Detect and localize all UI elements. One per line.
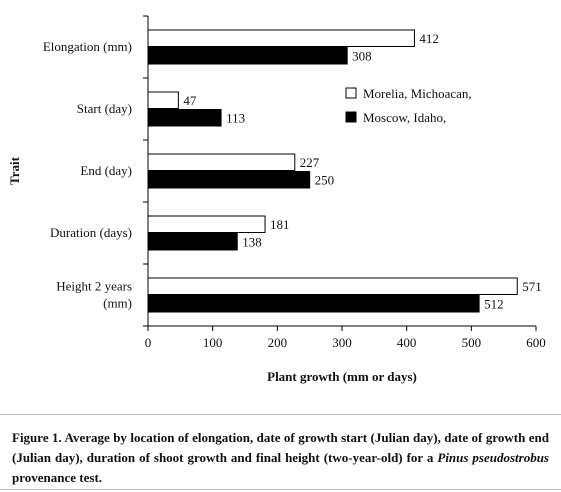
y-tick-label-line: Duration (days) — [50, 225, 132, 240]
bar-value-label: 250 — [315, 172, 335, 187]
bar-value-label: 47 — [183, 93, 197, 108]
x-tick-label: 0 — [145, 335, 152, 350]
bar-moscow — [147, 109, 222, 127]
bar-morelia — [147, 277, 518, 295]
x-tick-label: 400 — [397, 335, 417, 350]
x-tick-label: 600 — [526, 335, 546, 350]
caption-species: Pinus pseudostrobus — [437, 450, 549, 465]
y-tick-label: Elongation (mm) — [43, 39, 132, 54]
bar-value-label: 412 — [419, 31, 439, 46]
chart: 0 100 200 300 400 500 600 Elongation (mm) Start … — [7, 15, 546, 384]
y-tick-label-line: Height 2 years — [56, 279, 132, 294]
bar-moscow — [147, 295, 480, 313]
bar-value-label: 308 — [352, 48, 372, 63]
caption-bottom-rule — [0, 489, 561, 490]
bar-value-label: 181 — [270, 217, 290, 232]
bar-morelia — [147, 91, 179, 109]
bar-value-label: 512 — [484, 296, 504, 311]
bar-moscow — [147, 171, 311, 189]
y-tick-label-line: Elongation (mm) — [43, 39, 132, 54]
bar-moscow — [147, 233, 238, 251]
bar-value-label: 113 — [226, 110, 245, 125]
x-tick-label: 200 — [268, 335, 288, 350]
x-tick-label: 500 — [462, 335, 482, 350]
y-tick-label: End (day) — [80, 163, 132, 178]
bar-moscow — [147, 47, 348, 65]
y-tick-label: Start (day) — [77, 101, 132, 116]
x-tick-label: 300 — [332, 335, 352, 350]
caption-text: Figure 1. Average by location of elongat… — [12, 430, 549, 465]
caption-suffix: provenance test. — [12, 470, 103, 485]
bar-value-label: 138 — [242, 234, 261, 249]
y-tick-label-line: (mm) — [103, 296, 132, 311]
bar-morelia — [147, 215, 266, 233]
x-axis-title: Plant growth (mm or days) — [267, 369, 417, 384]
y-tick-label-line: End (day) — [80, 163, 132, 178]
legend-label: Morelia, Michoacan, — [363, 86, 472, 101]
bar-value-label: 571 — [522, 279, 542, 294]
figure-caption: Figure 1. Average by location of elongat… — [12, 428, 549, 488]
bar-morelia — [147, 153, 296, 171]
y-tick-label: Duration (days) — [50, 225, 132, 240]
y-tick-label-line: Start (day) — [77, 101, 132, 116]
legend-swatch — [345, 111, 357, 123]
legend-label: Moscow, Idaho, — [363, 110, 446, 125]
x-tick-label: 100 — [203, 335, 223, 350]
caption-top-rule — [0, 414, 561, 415]
y-axis-title: Trait — [7, 156, 22, 185]
bar-value-label: 227 — [300, 155, 320, 170]
legend-swatch — [345, 87, 357, 99]
bar-morelia — [147, 29, 415, 47]
y-tick-label: Height 2 years (mm) — [56, 279, 132, 311]
